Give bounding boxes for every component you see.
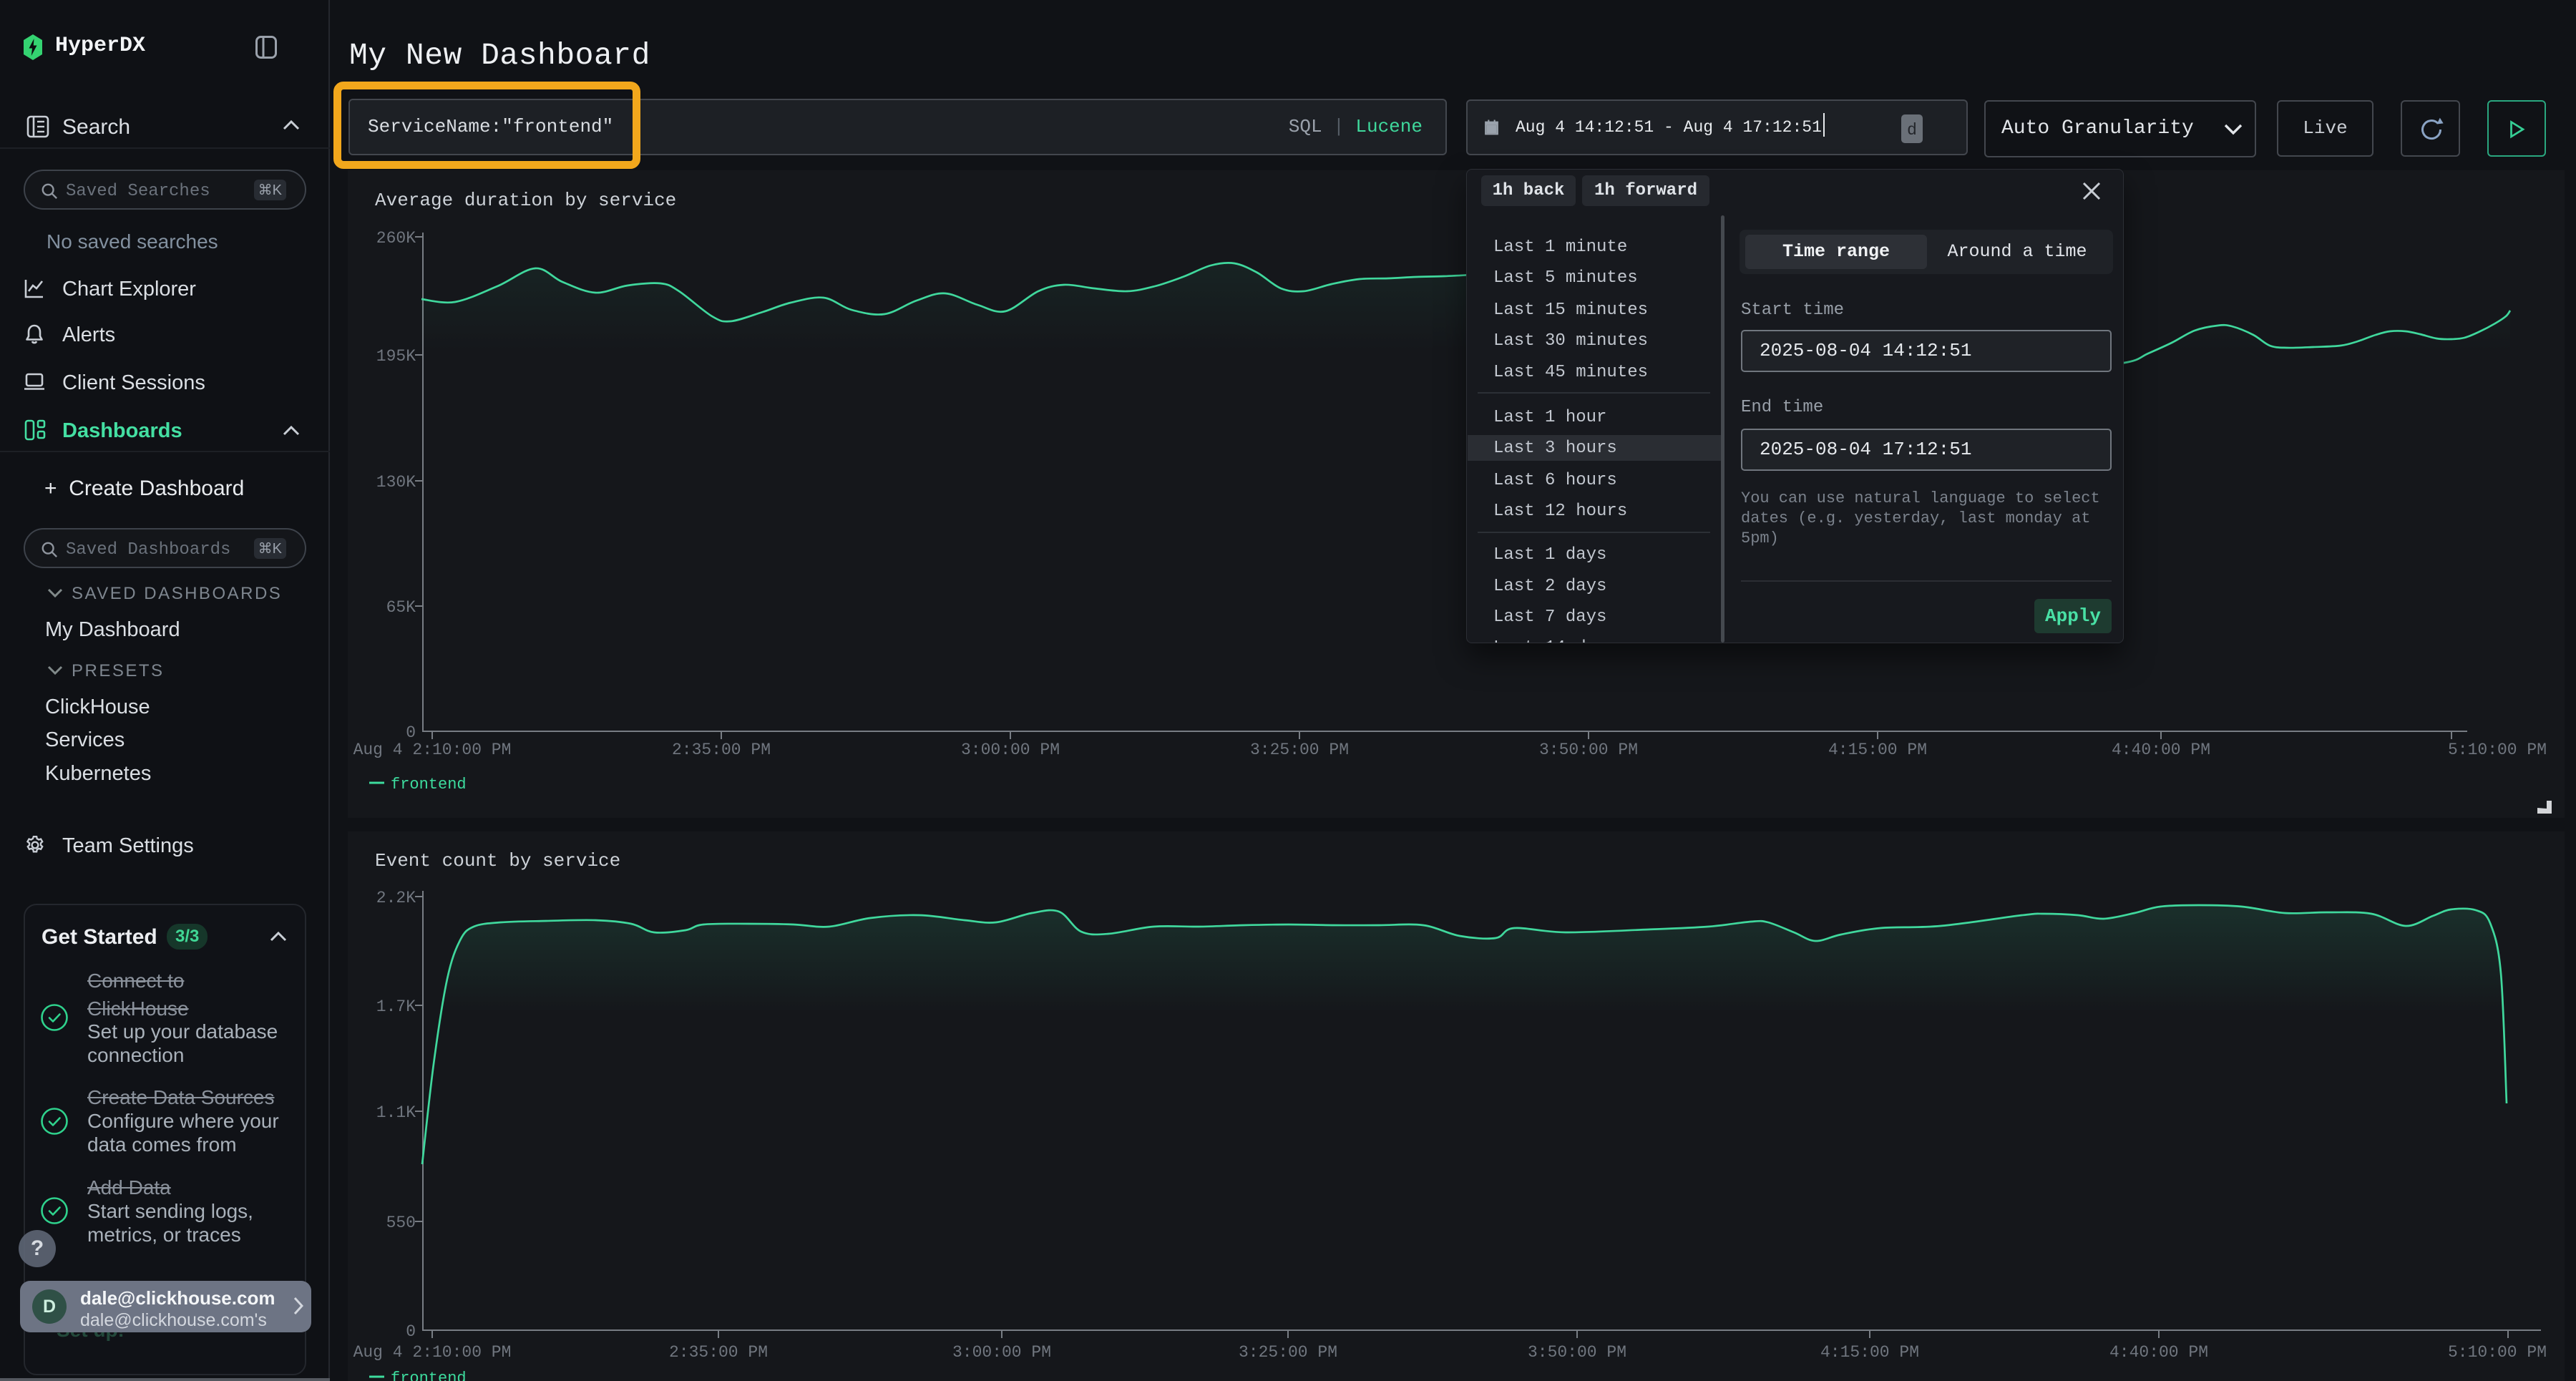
svg-text:65K: 65K: [386, 598, 416, 617]
svg-text:0: 0: [406, 723, 416, 742]
svg-text:2:35:00 PM: 2:35:00 PM: [672, 741, 771, 759]
svg-text:Average duration by service: Average duration by service: [375, 190, 676, 211]
svg-text:3:25:00 PM: 3:25:00 PM: [1250, 741, 1349, 759]
svg-text:3:00:00 PM: 3:00:00 PM: [952, 1343, 1051, 1362]
svg-text:Aug 4 2:10:00 PM: Aug 4 2:10:00 PM: [353, 741, 512, 759]
svg-text:2.2K: 2.2K: [376, 889, 416, 907]
svg-text:195K: 195K: [376, 347, 416, 366]
svg-text:4:40:00 PM: 4:40:00 PM: [2112, 741, 2210, 759]
svg-text:Aug 4 2:10:00 PM: Aug 4 2:10:00 PM: [353, 1343, 512, 1362]
svg-text:3:50:00 PM: 3:50:00 PM: [1528, 1343, 1626, 1362]
svg-text:1.1K: 1.1K: [376, 1103, 416, 1122]
svg-text:3:00:00 PM: 3:00:00 PM: [961, 741, 1060, 759]
svg-text:550: 550: [386, 1214, 416, 1232]
svg-text:5:10:00 PM: 5:10:00 PM: [2448, 1343, 2547, 1362]
svg-text:130K: 130K: [376, 473, 416, 492]
svg-text:3:50:00 PM: 3:50:00 PM: [1539, 741, 1638, 759]
svg-text:2:35:00 PM: 2:35:00 PM: [669, 1343, 768, 1362]
svg-text:Event count by service: Event count by service: [375, 850, 620, 872]
svg-text:1.7K: 1.7K: [376, 997, 416, 1016]
svg-text:4:15:00 PM: 4:15:00 PM: [1828, 741, 1927, 759]
svg-text:frontend: frontend: [391, 776, 467, 794]
svg-text:260K: 260K: [376, 229, 416, 248]
svg-text:4:40:00 PM: 4:40:00 PM: [2109, 1343, 2208, 1362]
svg-text:4:15:00 PM: 4:15:00 PM: [1820, 1343, 1919, 1362]
svg-text:0: 0: [406, 1322, 416, 1341]
svg-text:5:10:00 PM: 5:10:00 PM: [2448, 741, 2547, 759]
svg-text:3:25:00 PM: 3:25:00 PM: [1239, 1343, 1337, 1362]
svg-text:frontend: frontend: [391, 1370, 467, 1381]
